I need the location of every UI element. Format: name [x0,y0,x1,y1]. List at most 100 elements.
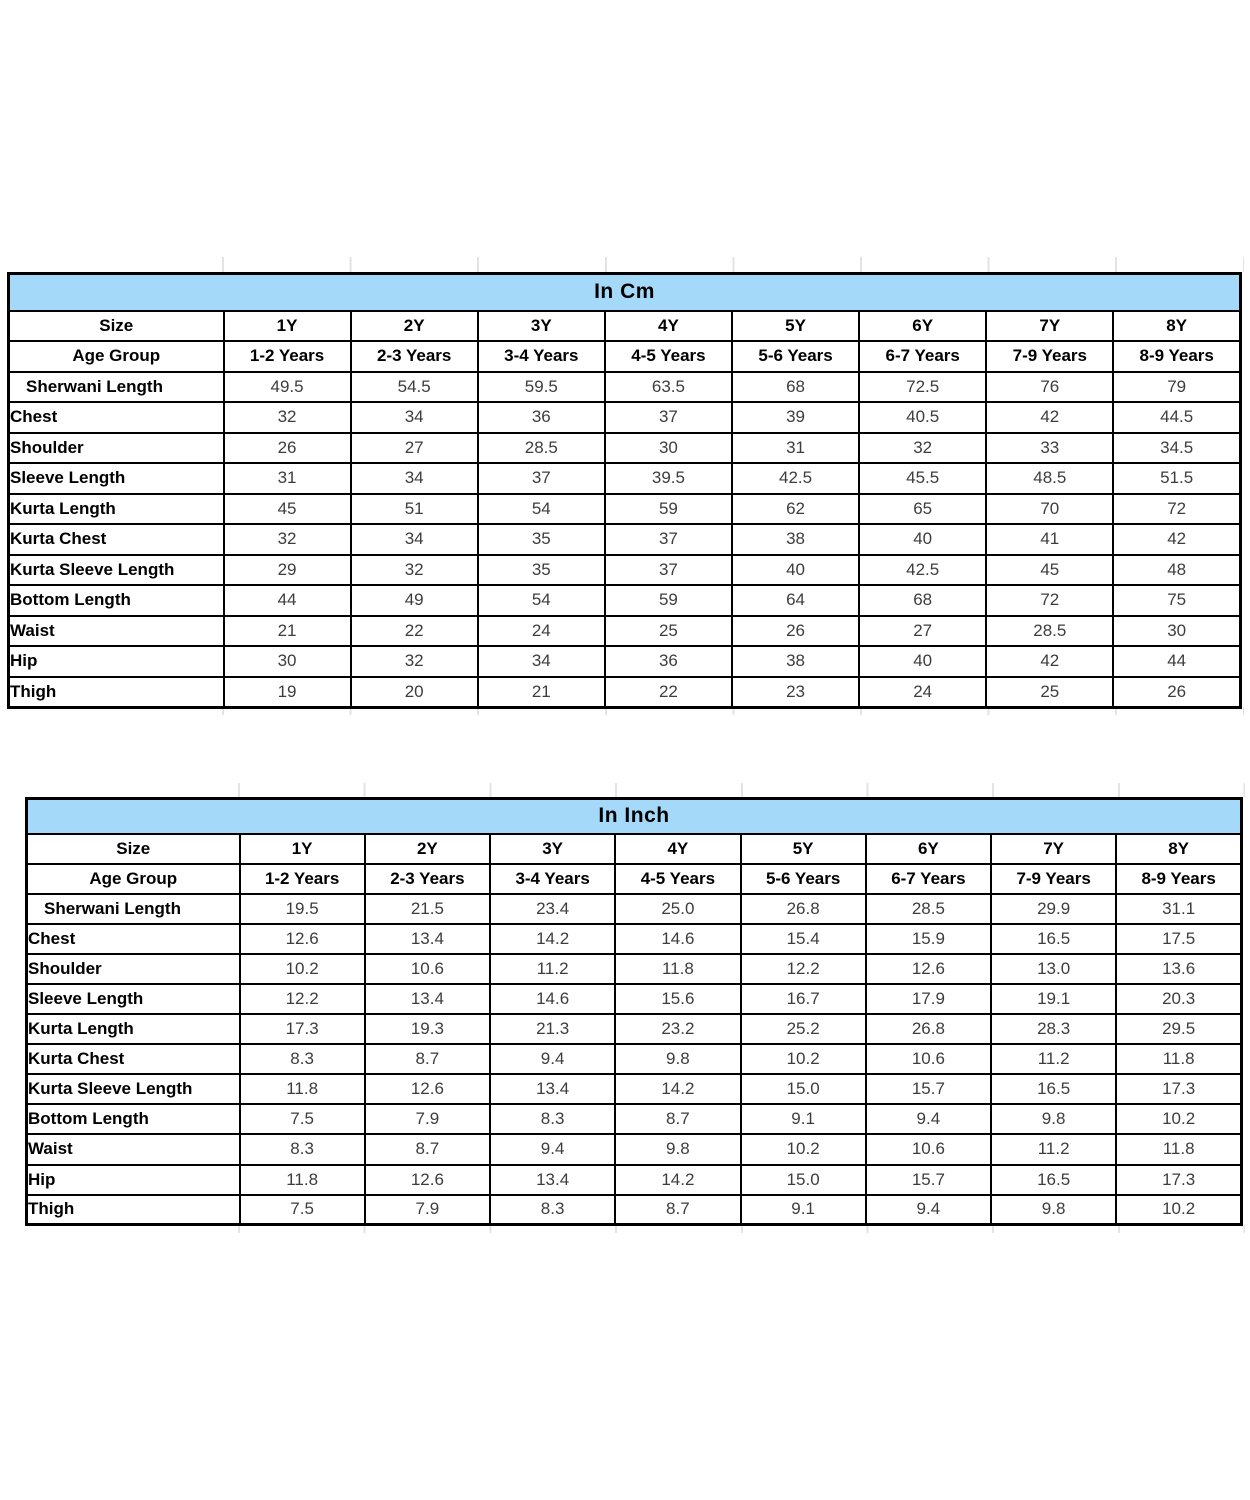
measurement-value: 79 [1112,370,1242,403]
age-group-header: 4-5 Years [603,340,734,373]
measurement-row: Kurta Length 45 51 54 59 62 65 70 72 [7,492,1242,525]
size-col-header: 2Y [349,309,479,342]
measurement-value: 26 [730,614,861,647]
measurement-value: 45.5 [858,462,988,495]
measurement-value: 9.8 [614,1043,742,1076]
measurement-value: 11.8 [1115,1133,1243,1166]
measurement-value: 39 [730,401,861,434]
age-group-header: 6-7 Years [858,340,988,373]
measurement-value: 27 [858,614,988,647]
measurement-value: 59.5 [476,370,606,403]
measurement-value: 9.4 [864,1193,993,1226]
measurement-row: Shoulder 10.2 10.6 11.2 11.8 12.2 12.6 13.0 13.6 [25,952,1243,985]
measurement-value: 9.4 [488,1133,617,1166]
measurement-value: 21 [476,675,606,708]
measurement-row: Hip 30 32 34 36 38 40 42 44 [7,645,1242,678]
measurement-value: 76 [985,370,1115,403]
age-group-header: 5-6 Years [739,862,867,895]
measurement-value: 64 [730,584,861,617]
measurement-value: 22 [603,675,734,708]
measurement-value: 12.6 [363,1073,492,1106]
measurement-value: 20.3 [1115,982,1243,1016]
measurement-value: 8.7 [614,1193,742,1226]
measurement-value: 21 [222,614,352,647]
measurement-value: 11.8 [1115,1043,1243,1076]
measurement-value: 8.7 [363,1043,492,1076]
measurement-value: 37 [603,553,734,586]
measurement-value: 37 [476,462,606,495]
measurement-value: 10.6 [864,1043,993,1076]
measurement-value: 45 [985,553,1115,586]
size-col-header: 4Y [603,309,734,342]
measurement-value: 48.5 [985,462,1115,495]
measurement-value: 68 [858,584,988,617]
measurement-value: 9.1 [739,1193,867,1226]
measurement-value: 28.5 [476,431,606,464]
measurement-value: 38 [730,523,861,556]
measurement-value: 20 [349,675,479,708]
age-group-header: 8-9 Years [1115,862,1243,895]
measurement-row: Kurta Sleeve Length 11.8 12.6 13.4 14.2 15.0 1… [25,1073,1243,1106]
measurement-value: 44.5 [1112,401,1242,434]
size-col-header: 1Y [238,832,366,865]
measurement-value: 30 [1112,614,1242,647]
measurement-value: 32 [222,523,352,556]
measurement-value: 15.9 [864,922,993,955]
measurement-label: Waist [7,614,225,647]
measurement-value: 70 [985,492,1115,525]
measurement-value: 14.2 [614,1163,742,1196]
measurement-value: 17.9 [864,982,993,1016]
measurement-value: 11.8 [238,1073,366,1106]
measurement-value: 14.6 [614,922,742,955]
size-col-header: 7Y [989,832,1118,865]
measurement-label: Sleeve Length [7,462,225,495]
measurement-value: 10.6 [363,952,492,985]
measurement-value: 26.8 [864,1013,993,1046]
measurement-row: Thigh 19 20 21 22 23 24 25 26 [7,675,1242,708]
size-col-header: 1Y [222,309,352,342]
measurement-value: 15.6 [614,982,742,1016]
measurement-value: 40 [730,553,861,586]
measurement-label: Hip [7,645,225,678]
measurement-row: Kurta Chest 8.3 8.7 9.4 9.8 10.2 10.6 11.2 11.8 [25,1043,1243,1076]
measurement-value: 26 [1112,675,1242,708]
measurement-label: Sherwani Length [25,892,241,925]
age-group-header: 8-9 Years [1112,340,1242,373]
measurement-value: 13.4 [363,922,492,955]
measurement-row: Sleeve Length 12.2 13.4 14.6 15.6 16.7 17.9 19.… [25,982,1243,1016]
measurement-value: 31 [730,431,861,464]
measurement-value: 34 [349,462,479,495]
measurement-label: Chest [7,401,225,434]
measurement-value: 29 [222,553,352,586]
measurement-row: Waist 8.3 8.7 9.4 9.8 10.2 10.6 11.2 11.8 [25,1133,1243,1166]
measurement-value: 72 [1112,492,1242,525]
measurement-value: 12.6 [238,922,366,955]
measurement-value: 8.3 [488,1103,617,1136]
size-col-header: 7Y [985,309,1115,342]
measurement-row: Chest 12.6 13.4 14.2 14.6 15.4 15.9 16.5 17.5 [25,922,1243,955]
measurement-label: Kurta Sleeve Length [7,553,225,586]
age-group-header: 2-3 Years [349,340,479,373]
measurement-value: 25 [985,675,1115,708]
size-col-header: 3Y [488,832,617,865]
measurement-row: Chest 32 34 36 37 39 40.5 42 44.5 [7,401,1242,434]
measurement-value: 68 [730,370,861,403]
measurement-value: 9.4 [864,1103,993,1136]
measurement-value: 13.0 [989,952,1118,985]
measurement-value: 10.2 [739,1133,867,1166]
measurement-value: 13.6 [1115,952,1243,985]
measurement-value: 8.3 [488,1193,617,1226]
measurement-row: Kurta Length 17.3 19.3 21.3 23.2 25.2 26.8 28.3… [25,1013,1243,1046]
gridline-ticks-above-inch-table [238,783,1245,797]
measurement-row: Kurta Sleeve Length 29 32 35 37 40 42.5 45 48 [7,553,1242,586]
measurement-value: 49.5 [222,370,352,403]
measurement-value: 17.3 [1115,1163,1243,1196]
size-col-header: 3Y [476,309,606,342]
measurement-value: 59 [603,584,734,617]
measurement-value: 8.7 [363,1133,492,1166]
measurement-value: 32 [858,431,988,464]
measurement-value: 51.5 [1112,462,1242,495]
age-group-row-label: Age Group [25,862,241,895]
age-group-header: 1-2 Years [238,862,366,895]
measurement-value: 30 [222,645,352,678]
